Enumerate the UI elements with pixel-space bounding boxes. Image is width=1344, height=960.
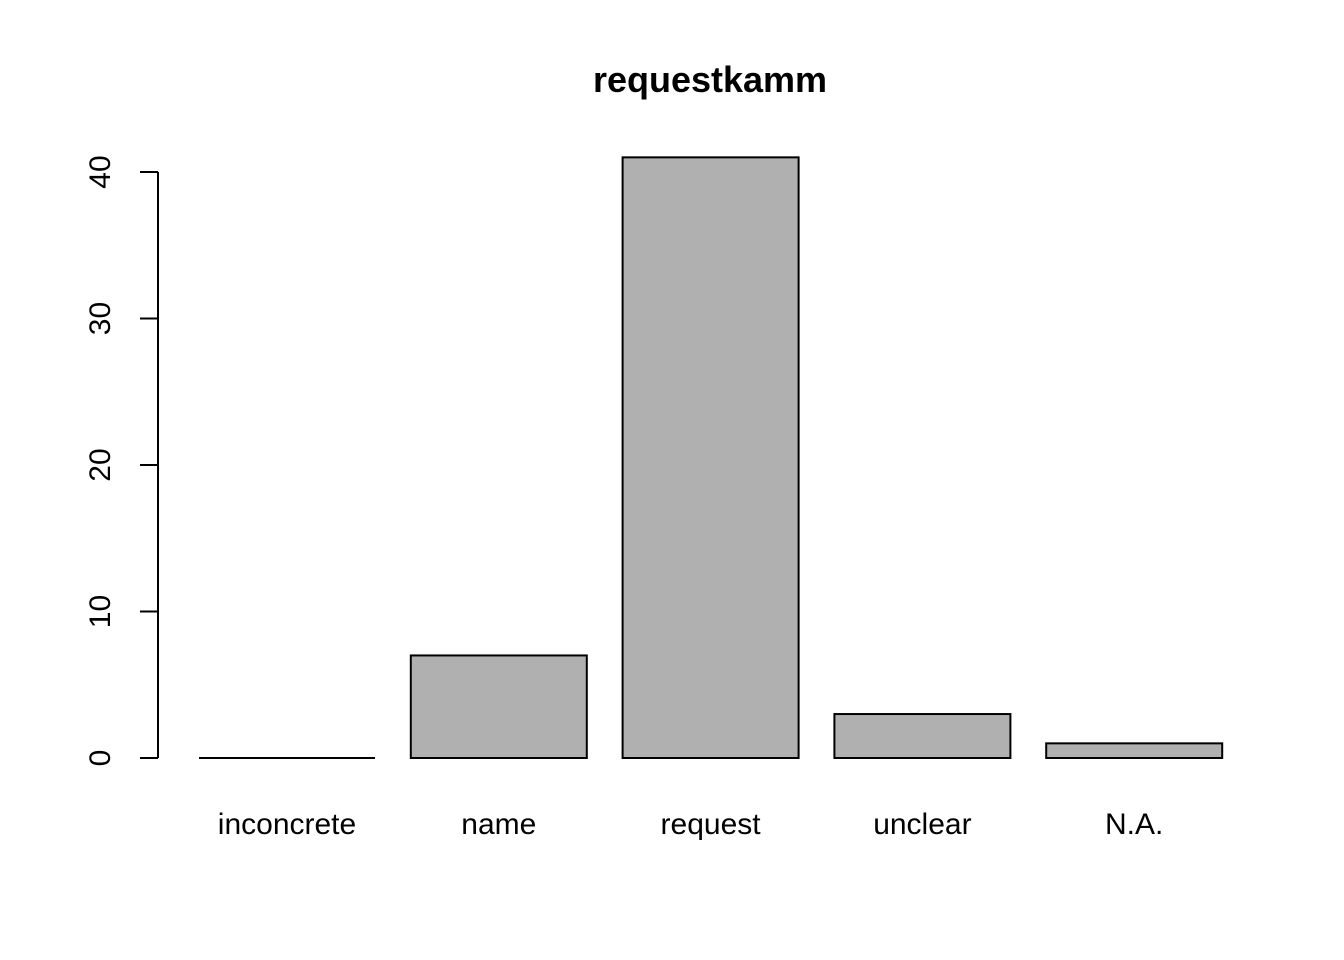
y-tick-label: 20 [84,448,117,481]
x-tick-label: request [661,808,762,841]
bar-n-a [1045,742,1224,759]
x-tick-label: name [461,808,536,841]
y-tick-label: 10 [84,595,117,628]
y-axis: 0 10 20 30 40 [84,155,159,767]
bar-unclear [833,713,1012,759]
x-axis-labels: inconcrete name request unclear N.A. [218,808,1164,841]
chart-title: requestkamm [593,59,827,100]
x-tick-label: unclear [873,808,971,841]
x-tick-label: N.A. [1105,808,1163,841]
bars [199,156,1224,760]
bar-request [621,156,800,760]
x-tick-label: inconcrete [218,808,356,841]
bar-name [409,654,588,760]
y-tick-label: 0 [84,750,117,767]
y-tick-label: 40 [84,155,117,188]
y-tick-label: 30 [84,302,117,335]
